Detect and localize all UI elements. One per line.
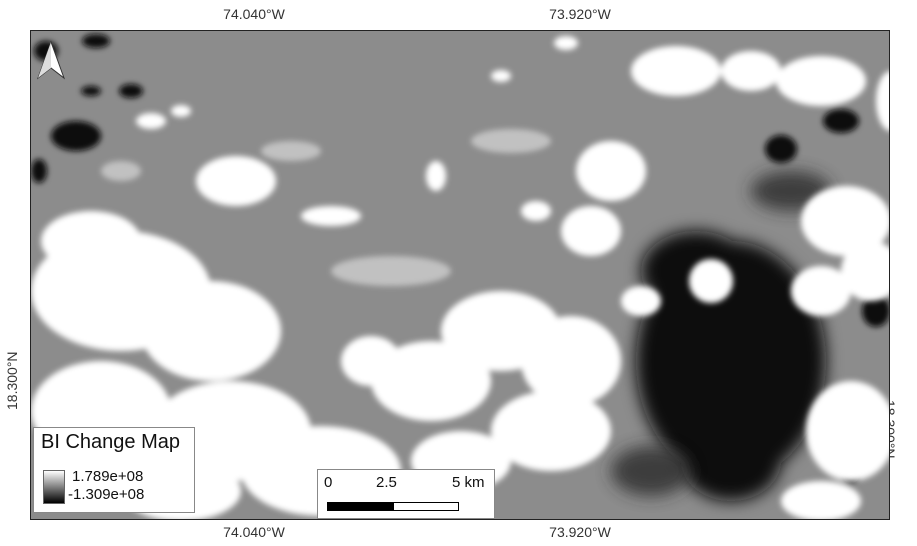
legend-title: BI Change Map [41,431,180,453]
scale-tick-5: 5 km [452,474,485,491]
legend-color-ramp [43,470,65,504]
scale-segment-black [327,502,393,511]
lon-label-top-left: 74.040°W [223,6,285,22]
north-arrow-icon [36,40,66,80]
scale-segment-white [393,502,459,511]
scale-tick-0: 0 [324,474,333,491]
legend-max-label: 1.789e+08 [72,468,144,485]
lon-label-bottom-right: 73.920°W [549,524,611,540]
lon-label-bottom-left: 74.040°W [223,524,285,540]
lat-label-left: 18.300°N [4,351,20,410]
legend: BI Change Map 1.789e+08 -1.309e+08 [33,427,195,513]
lon-label-top-right: 73.920°W [549,6,611,22]
dark-region [636,231,826,501]
scale-tick-2-5: 2.5 [376,474,397,491]
scale-bar: 0 2.5 5 km [317,469,495,519]
legend-min-label: -1.309e+08 [68,486,145,503]
